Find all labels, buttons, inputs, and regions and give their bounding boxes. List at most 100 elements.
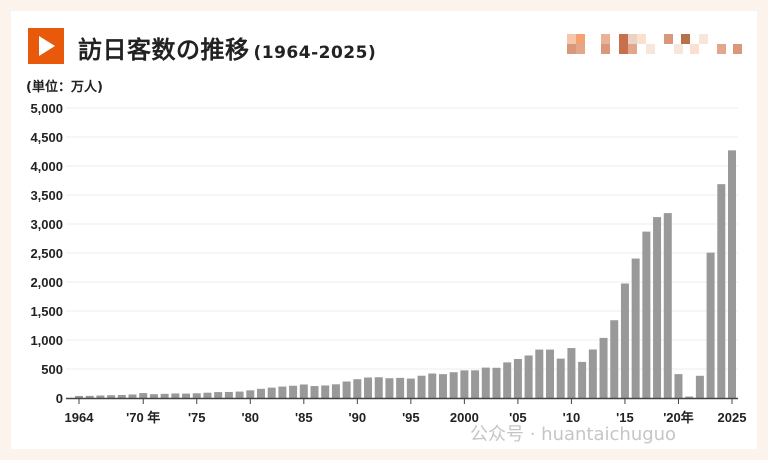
title-text: 訪日客数の推移 (78, 36, 250, 64)
y-tick-label: 2,500 (30, 246, 63, 261)
bar-1965 (85, 395, 94, 398)
bar-2015 (620, 283, 629, 398)
bar-1967 (107, 395, 116, 398)
play-icon (28, 28, 64, 64)
logo-pixel (567, 34, 576, 44)
y-tick-label: 4,500 (30, 130, 63, 145)
bar-1987 (321, 385, 330, 398)
bar-1993 (385, 378, 394, 398)
x-tick-label: '90 (349, 410, 367, 425)
y-tick-label: 1,500 (30, 304, 63, 319)
x-tick-label: '15 (616, 410, 634, 425)
logo-pixel (576, 34, 585, 44)
unit-label: (単位：万人) (26, 80, 103, 95)
bar-1980 (246, 390, 255, 398)
logo-pixel (646, 44, 655, 54)
bar-1982 (267, 387, 276, 398)
logo-pixel (619, 44, 628, 54)
bar-2025 (728, 150, 736, 398)
bar-2009 (556, 358, 565, 398)
bar-2024 (717, 184, 726, 398)
logo-pixel (733, 44, 742, 54)
bar-1999 (449, 372, 458, 398)
y-tick-label: 500 (41, 362, 63, 377)
bar-1977 (214, 392, 223, 398)
x-tick-label: '05 (509, 410, 527, 425)
bar-1995 (406, 378, 415, 398)
bar-1996 (417, 375, 426, 398)
logo-pixel (674, 44, 683, 54)
logo-pixel (576, 44, 585, 54)
bar-1972 (160, 393, 169, 398)
bar-1974 (182, 393, 191, 398)
bar-2016 (631, 258, 640, 398)
bar-2022 (695, 375, 704, 398)
bar-2001 (471, 370, 480, 398)
bar-1973 (171, 393, 180, 398)
bar-2002 (481, 367, 490, 398)
bar-1991 (364, 377, 373, 398)
bar-1998 (438, 374, 447, 398)
bar-1997 (428, 373, 437, 398)
bar-1975 (192, 393, 201, 398)
logo-pixel (601, 44, 610, 54)
bar-2013 (599, 337, 608, 398)
y-tick-label: 4,000 (30, 159, 63, 174)
bar-2008 (546, 349, 555, 398)
bar-1966 (96, 395, 105, 398)
bar-2006 (524, 355, 533, 398)
x-tick-label: '70 年 (126, 410, 160, 425)
bar-1985 (299, 384, 308, 398)
brand-logo (567, 34, 742, 54)
bar-2012 (588, 349, 597, 398)
bar-2010 (567, 348, 576, 398)
chart-title: 訪日客数の推移 (1964-2025) (78, 30, 376, 65)
logo-pixel (681, 34, 690, 44)
title-subtitle: (1964-2025) (253, 43, 377, 63)
logo-pixel (628, 34, 637, 44)
y-tick-label: 1,000 (30, 333, 63, 348)
bar-2018 (653, 217, 662, 398)
bar-1990 (353, 379, 362, 398)
bar-1971 (149, 394, 158, 398)
logo-pixel (699, 34, 708, 44)
logo-pixel (567, 44, 576, 54)
bar-1984 (289, 385, 298, 398)
logo-pixel (664, 34, 673, 44)
x-tick-label: '85 (295, 410, 313, 425)
bar-1976 (203, 392, 212, 398)
x-tick-label: '75 (188, 410, 206, 425)
bar-2019 (663, 213, 672, 398)
watermark: 公众号 · huantaichuguo (470, 424, 677, 445)
logo-pixel (717, 44, 726, 54)
bar-2000 (460, 370, 469, 398)
x-tick-label: 2025 (718, 410, 747, 425)
bar-1994 (396, 377, 405, 398)
logo-pixel (619, 34, 628, 44)
bar-1988 (331, 384, 340, 398)
bar-1989 (342, 381, 351, 398)
logo-pixel (628, 44, 637, 54)
bar-2014 (610, 320, 619, 398)
bar-2007 (535, 349, 544, 398)
bar-1992 (374, 377, 383, 398)
bar-2017 (642, 231, 651, 398)
bar-2004 (503, 362, 512, 398)
x-tick-label: 1964 (65, 410, 95, 425)
bar-1968 (117, 394, 126, 398)
bar-2021 (685, 396, 694, 398)
x-tick-label: '95 (402, 410, 420, 425)
bar-2005 (513, 358, 522, 398)
y-tick-label: 0 (56, 391, 63, 406)
x-tick-label: '80 (241, 410, 259, 425)
x-tick-label: 2000 (450, 410, 479, 425)
x-tick-label: '20年 (663, 410, 694, 425)
logo-pixel (690, 44, 699, 54)
y-tick-label: 3,000 (30, 217, 63, 232)
logo-pixel (601, 34, 610, 44)
bar-1970 (139, 393, 148, 398)
y-tick-label: 5,000 (30, 101, 63, 116)
bar-1981 (256, 388, 265, 398)
y-tick-label: 3,500 (30, 188, 63, 203)
